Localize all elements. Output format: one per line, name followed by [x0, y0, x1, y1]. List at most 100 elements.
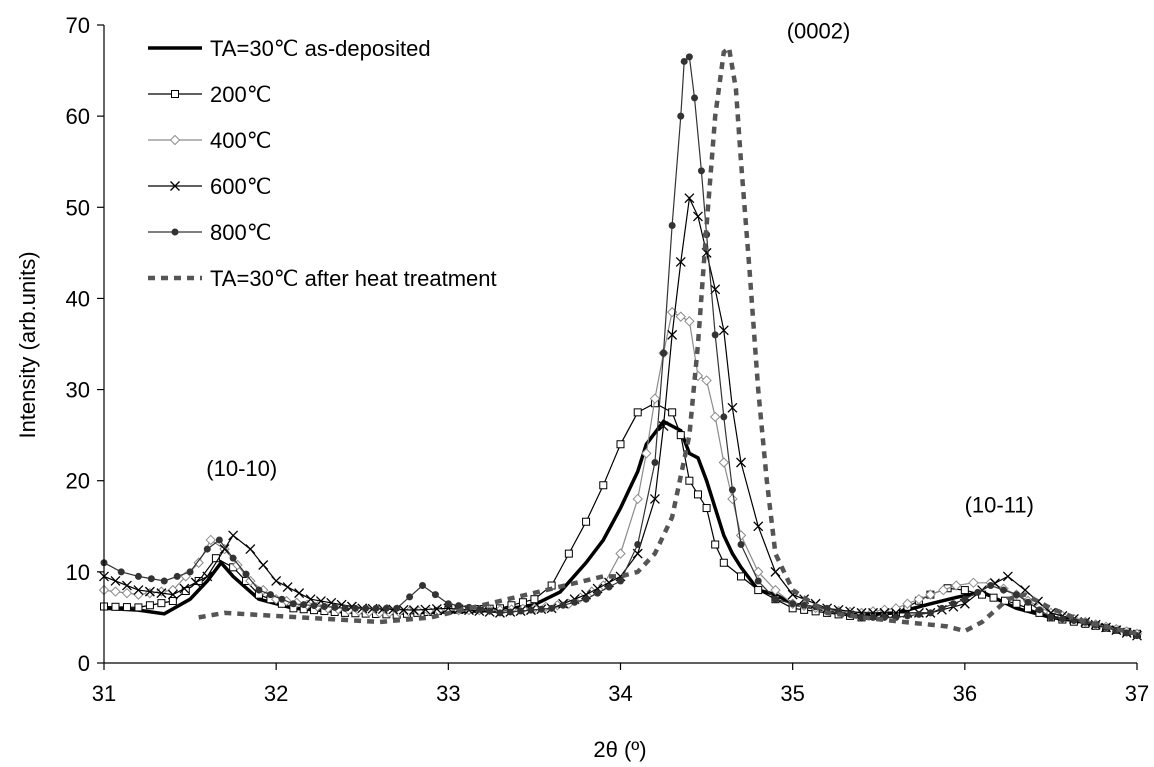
data-point	[903, 612, 911, 620]
data-point	[667, 329, 678, 340]
data-point	[294, 588, 305, 599]
data-point	[701, 375, 712, 386]
legend-marker	[171, 228, 179, 236]
y-axis-label: Intensity (arb.units)	[15, 251, 40, 438]
data-point	[737, 572, 746, 581]
data-point	[444, 600, 452, 608]
data-point	[202, 571, 213, 582]
data-point	[320, 602, 328, 610]
data-point	[616, 440, 625, 449]
data-point	[110, 586, 121, 597]
data-point	[517, 607, 525, 615]
data-point	[186, 568, 194, 576]
y-tick-label: 0	[78, 651, 90, 676]
data-point	[720, 413, 728, 421]
data-point	[770, 566, 781, 577]
data-point	[1035, 606, 1043, 614]
data-point	[676, 431, 685, 440]
series-ta-30-as-deposited	[103, 419, 1138, 636]
data-point	[641, 448, 652, 459]
data-point	[205, 534, 216, 546]
data-point	[693, 211, 703, 222]
series-600	[99, 193, 1142, 641]
data-point	[167, 589, 178, 600]
data-point	[121, 587, 133, 599]
data-point	[382, 604, 390, 612]
data-point	[684, 316, 695, 327]
data-point	[675, 311, 686, 322]
data-point	[770, 584, 781, 596]
data-point	[331, 603, 339, 611]
data-point	[753, 521, 764, 532]
data-point	[789, 600, 797, 608]
data-point	[754, 586, 763, 595]
series-200	[100, 399, 1141, 638]
data-point	[987, 582, 995, 590]
data-point	[711, 331, 719, 339]
data-point	[582, 595, 590, 603]
data-point	[771, 595, 779, 603]
legend-item-400: 400℃	[148, 128, 271, 153]
data-point	[117, 568, 125, 576]
legend: TA=30℃ as-deposited 200℃ 400℃ 600℃ 800℃ TA=30…	[148, 36, 497, 291]
data-point	[144, 587, 156, 599]
data-point	[475, 605, 483, 613]
data-point	[393, 604, 401, 612]
data-point	[408, 605, 419, 616]
data-point	[605, 583, 613, 591]
peak-label: (10-10)	[206, 456, 277, 481]
data-point	[677, 112, 685, 120]
data-point	[913, 593, 925, 605]
data-point	[632, 493, 643, 505]
data-point	[869, 613, 877, 621]
data-point	[310, 602, 318, 610]
data-point	[823, 604, 831, 612]
legend-marker	[171, 90, 179, 98]
data-point	[668, 222, 676, 230]
data-point	[406, 593, 414, 601]
y-tick-label: 20	[66, 469, 90, 494]
data-point	[278, 595, 286, 603]
legend-label: 600℃	[210, 174, 271, 199]
data-point	[685, 476, 694, 485]
data-point	[594, 589, 602, 597]
annotations: (10-10) (0002) (10-11)	[206, 19, 1034, 518]
data-point	[229, 554, 237, 562]
y-tick-label: 70	[66, 13, 90, 38]
data-point	[559, 601, 567, 609]
data-point	[156, 586, 167, 597]
data-point	[697, 167, 705, 175]
data-point	[660, 349, 668, 357]
data-point	[989, 593, 998, 602]
legend-label: TA=30℃ as-deposited	[210, 36, 431, 61]
data-point	[727, 402, 738, 413]
data-point	[530, 595, 539, 604]
data-point	[157, 599, 166, 608]
y-tick-label: 30	[66, 378, 90, 403]
data-point	[615, 548, 626, 559]
data-point	[362, 604, 370, 612]
data-point	[1024, 598, 1032, 606]
legend-item-200: 200℃	[148, 82, 271, 107]
data-point	[649, 493, 660, 504]
data-point	[420, 604, 431, 615]
data-point	[915, 610, 923, 618]
data-point	[121, 580, 132, 591]
data-point	[351, 604, 359, 612]
data-point	[419, 582, 427, 590]
data-point	[372, 604, 380, 612]
series-line	[103, 196, 1138, 637]
data-point	[685, 53, 693, 61]
data-point	[145, 601, 154, 610]
series-line	[198, 43, 1138, 636]
legend-label: 800℃	[210, 220, 271, 245]
data-point	[718, 325, 729, 336]
data-point	[938, 604, 946, 612]
data-point	[144, 586, 155, 597]
data-point	[168, 597, 177, 606]
data-point	[728, 486, 736, 494]
data-point	[258, 560, 269, 570]
data-point	[564, 549, 573, 558]
data-point	[134, 603, 143, 612]
data-point	[496, 609, 504, 617]
